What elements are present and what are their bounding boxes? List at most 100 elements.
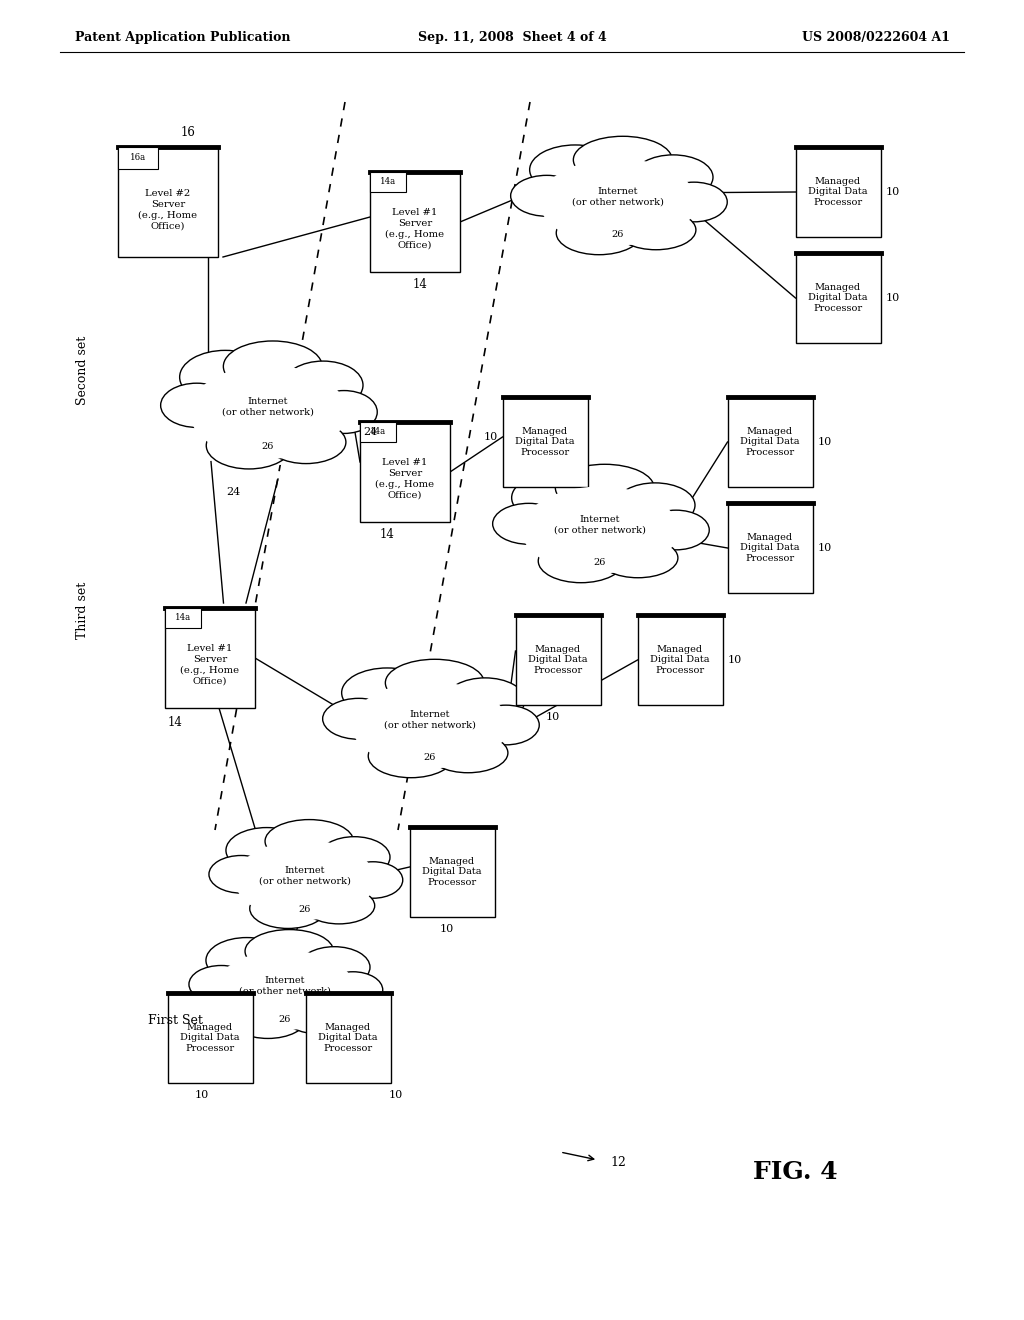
Text: Internet
(or other network): Internet (or other network): [572, 187, 664, 207]
Ellipse shape: [310, 391, 377, 433]
Ellipse shape: [573, 136, 672, 183]
Bar: [638, 615, 723, 705]
Ellipse shape: [385, 659, 484, 706]
Text: 26: 26: [424, 752, 436, 762]
Text: Managed
Digital Data
Processor: Managed Digital Data Processor: [808, 177, 867, 207]
Ellipse shape: [265, 820, 353, 863]
Text: 26: 26: [299, 906, 311, 915]
Ellipse shape: [511, 176, 583, 216]
Ellipse shape: [529, 145, 621, 194]
Bar: [305, 993, 390, 1082]
Text: Internet
(or other network): Internet (or other network): [239, 975, 331, 995]
Ellipse shape: [519, 480, 681, 579]
Text: 14: 14: [413, 277, 427, 290]
Text: Level #1
Server
(e.g., Home
Office): Level #1 Server (e.g., Home Office): [376, 458, 434, 500]
Bar: [503, 397, 588, 487]
Ellipse shape: [633, 154, 713, 199]
Ellipse shape: [342, 668, 433, 718]
Text: 14a: 14a: [380, 177, 396, 186]
Text: 10: 10: [817, 543, 831, 553]
Text: 10: 10: [727, 655, 741, 665]
Ellipse shape: [323, 698, 395, 739]
Ellipse shape: [349, 676, 511, 775]
Text: 10: 10: [546, 711, 560, 722]
Bar: [360, 422, 450, 521]
Text: 14a: 14a: [370, 428, 386, 437]
Text: 26: 26: [594, 558, 606, 566]
Text: Internet
(or other network): Internet (or other network): [554, 515, 646, 535]
Ellipse shape: [187, 359, 349, 466]
Ellipse shape: [266, 421, 346, 463]
Ellipse shape: [189, 366, 346, 459]
Bar: [796, 253, 881, 343]
Ellipse shape: [245, 929, 334, 973]
Bar: [168, 993, 253, 1082]
Ellipse shape: [493, 503, 565, 544]
Text: 10: 10: [886, 187, 900, 197]
Ellipse shape: [369, 734, 454, 777]
Text: Managed
Digital Data
Processor: Managed Digital Data Processor: [422, 857, 481, 887]
Text: 16: 16: [180, 127, 196, 140]
Text: 12: 12: [610, 1155, 626, 1168]
Bar: [118, 147, 218, 257]
Bar: [370, 172, 406, 191]
Ellipse shape: [598, 539, 678, 578]
Ellipse shape: [234, 840, 375, 920]
Bar: [360, 422, 396, 442]
Text: Managed
Digital Data
Processor: Managed Digital Data Processor: [528, 644, 588, 676]
Ellipse shape: [318, 837, 390, 878]
Ellipse shape: [215, 950, 355, 1030]
Text: Internet
(or other network): Internet (or other network): [222, 397, 314, 416]
Text: Managed
Digital Data
Processor: Managed Digital Data Processor: [318, 1023, 378, 1053]
Text: Managed
Digital Data
Processor: Managed Digital Data Processor: [650, 644, 710, 676]
Ellipse shape: [615, 483, 695, 528]
Bar: [727, 397, 812, 487]
Ellipse shape: [284, 362, 362, 409]
Text: Internet
(or other network): Internet (or other network): [259, 866, 351, 886]
Ellipse shape: [521, 487, 678, 573]
Ellipse shape: [351, 681, 508, 768]
Text: 10: 10: [817, 437, 831, 447]
Ellipse shape: [226, 828, 307, 873]
Bar: [118, 147, 158, 169]
Ellipse shape: [343, 862, 402, 898]
Text: 14: 14: [168, 715, 182, 729]
Text: Level #1
Server
(e.g., Home
Office): Level #1 Server (e.g., Home Office): [385, 209, 444, 249]
Text: Managed
Digital Data
Processor: Managed Digital Data Processor: [808, 282, 867, 313]
Text: 10: 10: [483, 432, 498, 442]
Ellipse shape: [539, 540, 624, 582]
Ellipse shape: [445, 678, 525, 722]
Text: Level #2
Server
(e.g., Home
Office): Level #2 Server (e.g., Home Office): [138, 189, 198, 231]
Text: Managed
Digital Data
Processor: Managed Digital Data Processor: [180, 1023, 240, 1053]
Text: Sep. 11, 2008  Sheet 4 of 4: Sep. 11, 2008 Sheet 4 of 4: [418, 32, 606, 45]
Bar: [165, 609, 201, 628]
Ellipse shape: [223, 341, 323, 392]
Bar: [727, 503, 812, 593]
Text: FIG. 4: FIG. 4: [753, 1160, 838, 1184]
Text: 10: 10: [195, 1090, 209, 1100]
Text: 24: 24: [364, 426, 378, 437]
Ellipse shape: [324, 972, 383, 1008]
Bar: [410, 828, 495, 917]
Text: Level #1
Server
(e.g., Home
Office): Level #1 Server (e.g., Home Office): [180, 644, 240, 685]
Text: 16a: 16a: [130, 153, 146, 162]
Text: Managed
Digital Data
Processor: Managed Digital Data Processor: [740, 426, 800, 457]
Ellipse shape: [540, 158, 696, 246]
Ellipse shape: [284, 998, 354, 1034]
Text: Second set: Second set: [76, 335, 88, 405]
Ellipse shape: [555, 465, 654, 511]
Ellipse shape: [189, 965, 254, 1003]
Bar: [796, 147, 881, 238]
Ellipse shape: [232, 834, 377, 925]
Text: 26: 26: [611, 230, 625, 239]
Ellipse shape: [250, 888, 327, 928]
Text: US 2008/0222604 A1: US 2008/0222604 A1: [802, 32, 950, 45]
Ellipse shape: [213, 944, 357, 1036]
Ellipse shape: [303, 887, 375, 924]
Text: 26: 26: [262, 442, 274, 451]
Text: 10: 10: [388, 1090, 402, 1100]
Ellipse shape: [428, 733, 508, 772]
Ellipse shape: [179, 350, 271, 404]
Text: Managed
Digital Data
Processor: Managed Digital Data Processor: [515, 426, 574, 457]
Text: First Set: First Set: [147, 1014, 203, 1027]
